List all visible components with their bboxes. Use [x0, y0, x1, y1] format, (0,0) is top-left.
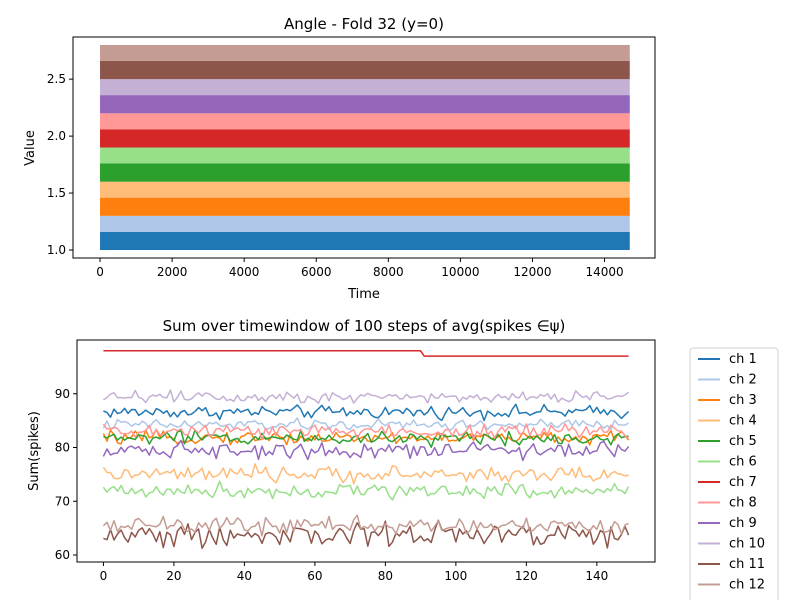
spikes-y-tick-label: 60	[55, 548, 70, 562]
series-line-ch-6	[102, 480, 630, 501]
spikes-chart-legend: ch 1 ch 2 ch 3 ch 4 ch 5 ch 6 ch 7 ch 8 ch 9 ch 1…	[689, 347, 779, 600]
legend-label-ch-11: ch 11	[729, 557, 765, 572]
angle-band-2	[100, 215, 630, 232]
angle-x-tick-label: 2000	[157, 265, 188, 279]
angle-y-tick-label: 1.0	[47, 243, 66, 257]
angle-band-12	[100, 44, 630, 61]
angle-x-tick-label: 12000	[513, 265, 551, 279]
angle-y-tick-label: 1.5	[47, 186, 66, 200]
spikes-x-tick-label: 140	[585, 569, 608, 583]
legend-label-ch-10: ch 10	[729, 537, 765, 552]
series-line-ch-5	[103, 429, 629, 448]
legend-label-ch-3: ch 3	[729, 393, 757, 408]
angle-x-tick-label: 8000	[373, 265, 404, 279]
angle-band-4	[100, 181, 630, 198]
angle-chart-x-axis-label: Time	[347, 287, 380, 302]
spikes-x-tick-label: 0	[100, 569, 108, 583]
legend-label-ch-2: ch 2	[729, 373, 757, 388]
angle-band-8	[100, 113, 630, 130]
angle-x-tick-label: 0	[96, 265, 104, 279]
series-line-ch-10	[102, 389, 630, 404]
legend-label-ch-5: ch 5	[729, 434, 757, 449]
legend-label-ch-12: ch 12	[729, 578, 765, 593]
series-line-ch-11	[103, 519, 630, 549]
series-line-ch-1	[103, 403, 630, 422]
spikes-chart-y-axis-label: Sum(spikes)	[27, 411, 42, 491]
legend-label-ch-1: ch 1	[729, 352, 757, 367]
angle-band-11	[100, 60, 630, 80]
angle-x-tick-label: 6000	[301, 265, 332, 279]
series-line-ch-8	[102, 423, 630, 441]
angle-y-tick-label: 2.0	[47, 129, 66, 143]
spikes-x-tick-label: 120	[515, 569, 538, 583]
angle-chart-title: Angle - Fold 32 (y=0)	[284, 15, 444, 33]
angle-band-5	[100, 163, 630, 182]
spikes-x-tick-label: 100	[444, 569, 467, 583]
legend-box	[689, 347, 779, 600]
angle-y-tick-label: 2.5	[47, 72, 66, 86]
spikes-x-tick-label: 40	[237, 569, 252, 583]
angle-x-tick-label: 4000	[229, 265, 260, 279]
series-line-ch-4	[102, 463, 629, 485]
angle-band-6	[100, 147, 630, 164]
spikes-chart-title: Sum over timewindow of 100 steps of avg(…	[163, 317, 566, 335]
legend-label-ch-6: ch 6	[729, 455, 757, 470]
angle-band-3	[100, 197, 630, 216]
angle-band-9	[100, 95, 630, 114]
legend-label-ch-9: ch 9	[729, 516, 757, 531]
spikes-x-tick-label: 80	[378, 569, 393, 583]
series-line-ch-12	[102, 514, 629, 537]
spikes-y-tick-label: 70	[55, 494, 70, 508]
spikes-chart-frame	[76, 339, 656, 563]
angle-x-tick-label: 10000	[441, 265, 479, 279]
spikes-y-tick-label: 90	[55, 387, 70, 401]
spikes-chart-axes: 0 20 40 60 80 100 120 140 60 70 80 90	[55, 339, 656, 583]
angle-chart-y-axis-label: Value	[23, 130, 38, 166]
angle-band-1	[100, 231, 630, 251]
legend-label-ch-8: ch 8	[729, 496, 757, 511]
series-line-ch-9	[102, 439, 630, 462]
angle-x-tick-label: 14000	[585, 265, 623, 279]
angle-band-10	[100, 79, 630, 96]
series-line-ch-7	[103, 350, 629, 357]
legend-label-ch-7: ch 7	[729, 475, 757, 490]
spikes-chart-plot-area	[102, 350, 630, 549]
angle-chart-axes: 0 2000 4000 6000 8000 10000 12000 14000 1.0 1.5 2.…	[47, 36, 656, 279]
legend-label-ch-4: ch 4	[729, 414, 757, 429]
spikes-x-tick-label: 20	[166, 569, 181, 583]
angle-band-7	[100, 129, 630, 148]
spikes-x-tick-label: 60	[307, 569, 322, 583]
angle-chart-plot-area	[100, 44, 630, 251]
angle-chart-frame	[72, 36, 656, 259]
spikes-y-tick-label: 80	[55, 441, 70, 455]
